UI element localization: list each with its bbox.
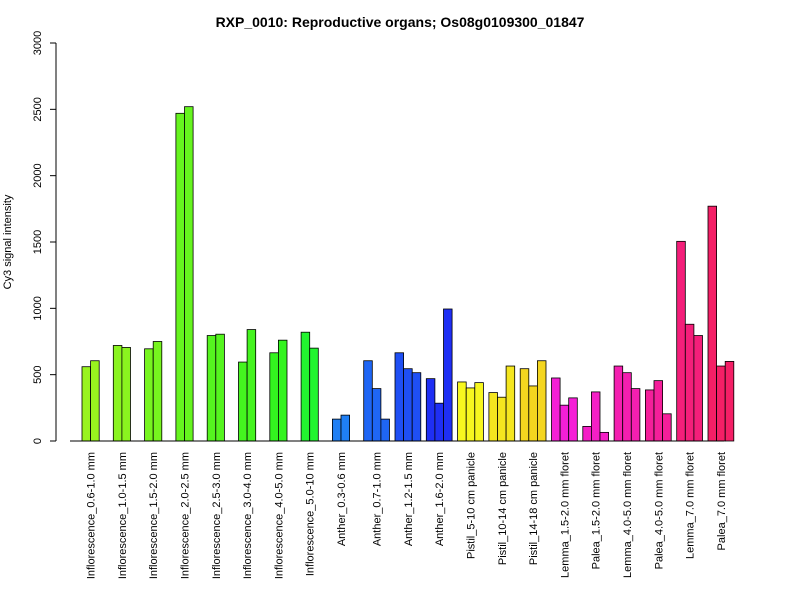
y-tick-label: 2000 — [32, 163, 44, 187]
bar — [505, 365, 516, 442]
bar — [277, 339, 288, 442]
y-tick-label: 500 — [32, 365, 44, 383]
bar — [645, 389, 655, 442]
bar — [90, 360, 100, 442]
x-tick-label: Inflorescence_3.0-4.0 mm — [242, 452, 254, 579]
x-tick-label: Inflorescence_1.0-1.5 mm — [117, 452, 129, 579]
bar — [684, 323, 695, 442]
x-tick-label: Lemma_4.0-5.0 mm floret — [622, 452, 634, 578]
y-axis-label: Cy3 signal intensity — [2, 194, 14, 289]
bar — [246, 329, 257, 442]
chart-title: RXP_0010: Reproductive organs; Os08g0109… — [216, 14, 585, 30]
bar — [707, 205, 718, 442]
bar — [519, 368, 530, 442]
bar — [300, 331, 311, 442]
bar — [591, 391, 601, 442]
x-tick-label: Inflorescence_0.6-1.0 mm — [86, 452, 98, 579]
y-axis: 0 500 1000 1500 2000 2500 3000 — [32, 31, 57, 444]
bar — [81, 366, 92, 442]
bar — [559, 404, 570, 442]
bar — [411, 372, 422, 442]
bar — [309, 347, 319, 442]
x-tick-label: Pistil_14-18 cm panicle — [528, 452, 540, 565]
bar — [238, 361, 248, 442]
bar — [474, 382, 484, 442]
x-tick-label: Inflorescence_5.0-10 mm — [305, 452, 317, 576]
x-tick-label: Lemma_1.5-2.0 mm floret — [559, 452, 571, 578]
bar — [716, 365, 726, 442]
bar — [676, 240, 686, 442]
x-tick-label: Anther_1.2-1.5 mm — [403, 452, 415, 546]
bar — [215, 333, 225, 442]
y-tick-label: 1000 — [32, 296, 44, 320]
x-tick-label: Anther_1.6-2.0 mm — [434, 452, 446, 546]
bar — [724, 360, 735, 442]
bars — [81, 106, 735, 442]
bar — [363, 360, 373, 442]
bar — [537, 360, 547, 442]
x-tick-label: Anther_0.3-0.6 mm — [336, 452, 348, 546]
y-tick-label: 0 — [32, 438, 44, 444]
bar — [599, 431, 610, 442]
bar — [121, 347, 131, 442]
y-tick-label: 1500 — [32, 230, 44, 254]
bar — [152, 341, 163, 442]
x-tick-label: Inflorescence_2.5-3.0 mm — [211, 452, 223, 579]
bar — [497, 396, 507, 442]
bar — [380, 418, 390, 442]
x-tick-label: Palea_1.5-2.0 mm floret — [591, 452, 603, 569]
bar — [425, 378, 436, 442]
x-tick-label: Palea_4.0-5.0 mm floret — [653, 452, 665, 569]
bar — [394, 352, 405, 442]
bar — [269, 352, 279, 442]
bar — [693, 335, 703, 442]
bar — [144, 348, 154, 442]
x-tick-label: Anther_0.7-1.0 mm — [372, 452, 384, 546]
bar — [434, 402, 444, 442]
bar — [465, 387, 476, 442]
bar — [630, 388, 641, 442]
bar — [613, 365, 624, 442]
bar — [175, 112, 185, 442]
x-tick-label: Inflorescence_4.0-5.0 mm — [273, 452, 285, 579]
bar — [582, 426, 592, 442]
bar — [403, 368, 413, 442]
bar — [568, 397, 578, 442]
bar — [622, 372, 632, 442]
bar — [206, 335, 217, 442]
x-tick-label: Inflorescence_2.0-2.5 mm — [180, 452, 192, 579]
bar — [653, 380, 664, 442]
bar — [340, 414, 351, 442]
bar — [457, 381, 467, 442]
y-tick-label: 3000 — [32, 31, 44, 55]
bar — [184, 106, 194, 442]
x-tick-label: Pistil_10-14 cm panicle — [497, 452, 509, 565]
bar — [528, 385, 538, 442]
x-tick-label: Palea_7.0 mm floret — [716, 452, 728, 550]
bar — [371, 388, 382, 442]
bar — [662, 413, 672, 442]
bar — [443, 308, 453, 442]
bar — [551, 377, 561, 442]
x-tick-label: Inflorescence_1.5-2.0 mm — [148, 452, 160, 579]
x-tick-label: Pistil_5-10 cm panicle — [466, 452, 478, 559]
bar — [488, 392, 498, 442]
bar — [331, 418, 342, 442]
y-tick-label: 2500 — [32, 97, 44, 121]
bar — [112, 345, 123, 442]
x-tick-labels: Inflorescence_0.6-1.0 mm Inflorescence_1.… — [86, 452, 728, 579]
x-tick-label: Lemma_7.0 mm floret — [685, 452, 697, 559]
